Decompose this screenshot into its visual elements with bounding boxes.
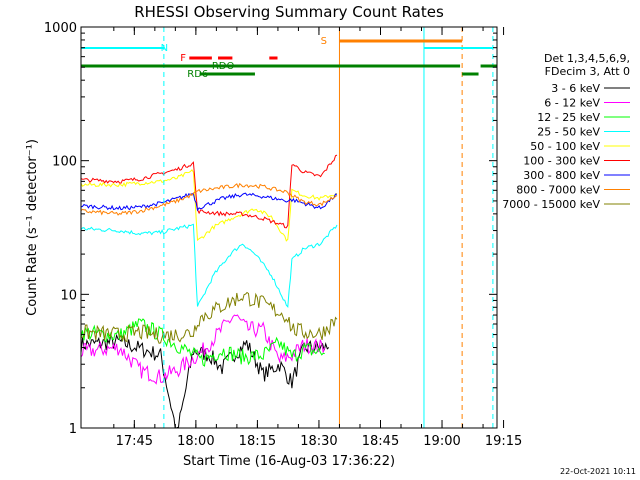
x-tick-label: 19:15 <box>485 434 522 449</box>
legend-label: 800 - 7000 keV <box>516 184 600 197</box>
y-tick-label: 1000 <box>44 21 77 36</box>
generation-timestamp: 22-Oct-2021 10:11 <box>560 467 636 476</box>
series-line <box>81 192 338 212</box>
legend-label: 6 - 12 keV <box>544 97 600 110</box>
flag-label: F <box>180 53 186 64</box>
y-tick-label: 10 <box>60 288 77 303</box>
x-tick-label: 18:15 <box>239 434 276 449</box>
series-line <box>81 291 338 344</box>
series-line <box>81 314 326 385</box>
x-axis-label: Start Time (16-Aug-03 17:36:22) <box>183 454 395 469</box>
legend-label: 300 - 800 keV <box>523 169 600 182</box>
x-tick-label: 18:00 <box>177 434 214 449</box>
flag-label: N <box>161 43 168 54</box>
flag-label: S <box>321 36 327 47</box>
x-tick-label: 18:45 <box>362 434 399 449</box>
axis-ticks: 17:45 18:00 18:15 18:30 18:45 19:00 19:15 1 10 10… <box>44 21 522 449</box>
plot-area: N F RDO RD6 S <box>81 27 497 428</box>
chart-title: RHESSI Observing Summary Count Rates <box>134 3 444 21</box>
legend-label: 12 - 25 keV <box>537 111 600 124</box>
legend: Det 1,3,4,5,6,9,FDecim 3, Att 0 3 - 6 keV… <box>502 52 630 211</box>
x-tick-label: 18:30 <box>300 434 337 449</box>
flag-label: RD6 <box>187 69 208 80</box>
y-tick-label: 100 <box>52 155 77 170</box>
legend-header: FDecim 3, Att 0 <box>545 65 630 78</box>
series-line <box>81 333 330 428</box>
series-line <box>81 154 338 229</box>
series-line <box>81 169 338 242</box>
x-tick-label: 17:45 <box>116 434 153 449</box>
legend-label: 25 - 50 keV <box>537 126 600 139</box>
legend-header: Det 1,3,4,5,6,9, <box>544 52 630 65</box>
plot-frame <box>80 26 498 429</box>
series-line <box>81 182 338 216</box>
x-tick-label: 19:00 <box>423 434 460 449</box>
y-axis-label: Count Rate (s⁻¹ detector⁻¹) <box>25 139 40 316</box>
flag-label: RDO <box>212 61 235 72</box>
legend-label: 100 - 300 keV <box>523 155 600 168</box>
legend-label: 3 - 6 keV <box>551 82 600 95</box>
series-line <box>81 223 338 309</box>
legend-label: 50 - 100 keV <box>530 140 600 153</box>
legend-label: 7000 - 15000 keV <box>502 198 600 211</box>
series-line <box>81 318 325 367</box>
y-tick-label: 1 <box>69 422 77 437</box>
